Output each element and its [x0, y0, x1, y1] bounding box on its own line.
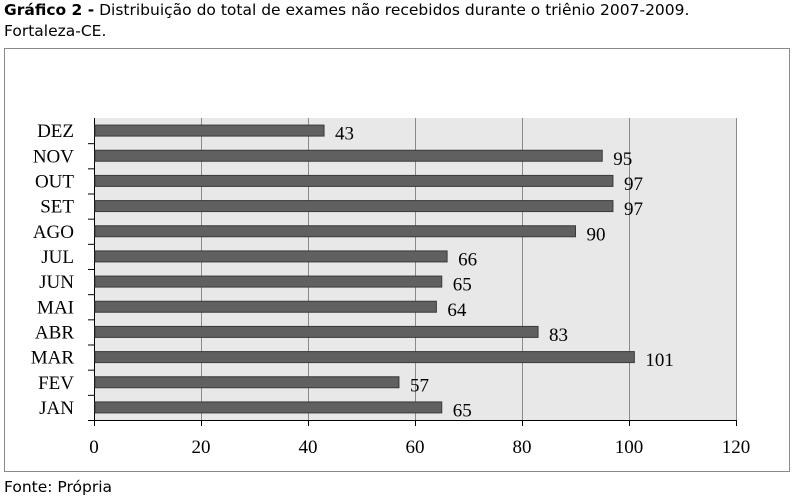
- x-tick-label-120: 120: [722, 437, 751, 458]
- category-label-dez: DEZ: [37, 121, 74, 142]
- category-label-jul: JUL: [41, 247, 74, 268]
- category-label-out: OUT: [35, 171, 74, 192]
- x-tick-label-0: 0: [89, 437, 99, 458]
- bar-jul: [94, 250, 448, 263]
- figure-caption: Gráfico 2 - Distribuição do total de exa…: [4, 0, 790, 42]
- caption-line2: Fortaleza-CE.: [4, 22, 107, 40]
- data-label-mai: 64: [447, 300, 467, 321]
- source-note: Fonte: Própria: [4, 478, 113, 496]
- data-label-jul: 66: [458, 249, 477, 270]
- category-label-fev: FEV: [38, 373, 74, 394]
- caption-text: Distribuição do total de exames não rece…: [94, 1, 690, 19]
- bar-mar: [94, 351, 635, 364]
- x-tick-label-100: 100: [615, 437, 644, 458]
- data-label-jan: 65: [453, 400, 472, 421]
- bar-set: [94, 200, 614, 213]
- bar-abr: [94, 325, 539, 338]
- data-label-mar: 101: [645, 350, 674, 371]
- data-label-ago: 90: [587, 224, 606, 245]
- data-label-set: 97: [624, 199, 643, 220]
- x-tick-label-80: 80: [513, 437, 532, 458]
- category-label-nov: NOV: [33, 146, 74, 167]
- data-label-jun: 65: [453, 275, 472, 296]
- bar-fev: [94, 376, 400, 389]
- bar-dez: [94, 124, 325, 137]
- data-label-nov: 95: [613, 149, 632, 170]
- data-label-fev: 57: [410, 375, 429, 396]
- category-label-jan: JAN: [39, 398, 74, 419]
- caption-prefix: Gráfico 2 -: [4, 1, 95, 19]
- category-label-set: SET: [40, 197, 74, 218]
- category-label-mar: MAR: [31, 348, 75, 369]
- bar-mai: [94, 300, 437, 313]
- bar-nov: [94, 149, 603, 162]
- bar-jun: [94, 275, 443, 288]
- x-tick-label-60: 60: [406, 437, 425, 458]
- category-label-ago: AGO: [33, 222, 74, 243]
- category-label-abr: ABR: [35, 322, 74, 343]
- x-tick-label-20: 20: [192, 437, 211, 458]
- data-label-out: 97: [624, 174, 643, 195]
- bar-out: [94, 174, 614, 187]
- category-label-mai: MAI: [37, 297, 74, 318]
- data-label-dez: 43: [335, 124, 354, 145]
- category-label-jun: JUN: [39, 272, 74, 293]
- bar-ago: [94, 225, 576, 238]
- x-tick-label-40: 40: [299, 437, 318, 458]
- bar-jan: [94, 401, 443, 414]
- data-label-abr: 83: [549, 325, 568, 346]
